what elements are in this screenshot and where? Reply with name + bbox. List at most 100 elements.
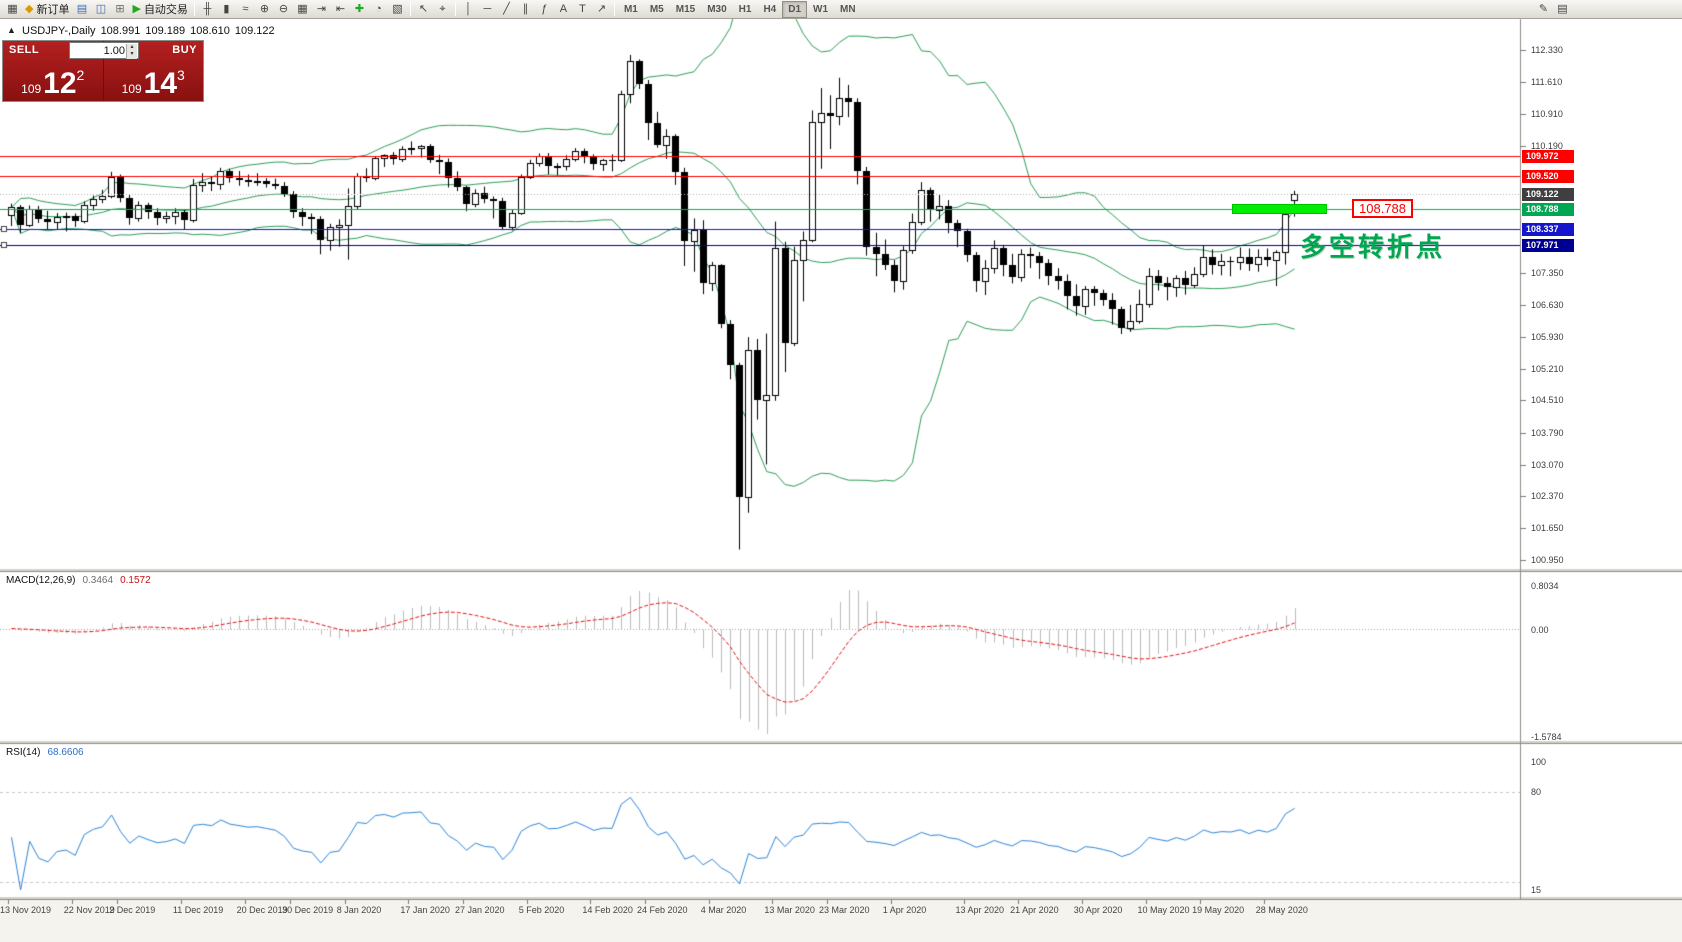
volume-input[interactable]: 1.00 ▴ ▾: [69, 42, 139, 59]
new-chart-button[interactable]: ▦: [3, 1, 22, 18]
annotation-text[interactable]: 多空转折点: [1300, 231, 1446, 262]
timeframe-w1[interactable]: W1: [813, 3, 829, 15]
time-axis[interactable]: 13 Nov 2019 22 Nov 2019 2 Dec 2019 11 Dec 2…: [0, 905, 1520, 921]
fibonacci-button[interactable]: ƒ: [535, 1, 554, 18]
price-scale[interactable]: 112.330 111.610 110.910 110.190 107.350 106.6…: [1522, 19, 1682, 900]
navigator-icon: ⊞: [115, 2, 125, 15]
buy-price-pips: 14: [143, 67, 178, 100]
data-window-icon: ◫: [95, 2, 107, 15]
text-label-icon: T: [579, 2, 586, 15]
macd-indicator-label: MACD(12,26,9) 0.3464 0.1572: [6, 575, 151, 586]
macd-scale-zero: 0.00: [1531, 624, 1549, 635]
date-label: 13 Nov 2019: [0, 905, 52, 915]
volume-up-icon[interactable]: ▴: [130, 44, 134, 50]
price-tick: 104.510: [1531, 395, 1564, 406]
price-tick: 105.210: [1531, 363, 1564, 374]
price-tick: 112.330: [1531, 45, 1563, 55]
indicators-icon: ✚: [354, 2, 365, 15]
candlestick-chart-button[interactable]: ▮: [217, 1, 236, 18]
hline-price-tag: 107.971: [1522, 239, 1574, 253]
chart-shift-icon: ⇤: [335, 2, 346, 15]
text-button[interactable]: A: [554, 1, 573, 18]
sell-label: SELL: [9, 44, 40, 56]
text-label-button[interactable]: T: [573, 1, 592, 18]
horizontal-line-icon: ─: [483, 2, 492, 15]
date-label: 27 Jan 2020: [455, 905, 505, 915]
trendline-button[interactable]: ╱: [497, 1, 516, 18]
volume-down-icon[interactable]: ▾: [130, 51, 134, 57]
auto-trading-button[interactable]: ▶ 自动交易: [129, 1, 190, 18]
symbol-period-label: USDJPY-,Daily: [22, 25, 96, 37]
one-click-trading-panel: SELL 109122 BUY 109143 1.00 ▴ ▾: [2, 40, 204, 102]
volume-spinner[interactable]: ▴ ▾: [126, 44, 137, 59]
data-window-button[interactable]: ◫: [91, 1, 110, 18]
price-tick: 105.930: [1531, 331, 1564, 342]
date-label: 1 Apr 2020: [882, 905, 927, 915]
auto-trading-icon: ▶: [132, 2, 141, 15]
chart-shift-button[interactable]: ⇤: [331, 1, 350, 18]
current-price-tag: 109.122: [1522, 187, 1574, 201]
date-label: 2 Dec 2019: [109, 905, 156, 915]
price-level-label[interactable]: 108.788: [1352, 198, 1413, 218]
horizontal-line-button[interactable]: ─: [478, 1, 497, 18]
price-tick: 101.650: [1531, 523, 1564, 534]
trendline-icon: ╱: [503, 2, 510, 15]
crosshair-button[interactable]: ⌖: [433, 1, 452, 18]
fibonacci-icon: ƒ: [541, 2, 548, 15]
price-tick: 106.630: [1531, 300, 1564, 311]
pencil-icon: ✎: [1538, 2, 1549, 15]
navigator-button[interactable]: ⊞: [110, 1, 129, 18]
periods-button[interactable]: ◔: [369, 1, 388, 18]
timeframe-m5[interactable]: M5: [649, 3, 664, 15]
new-order-icon: ◆: [25, 2, 34, 15]
bar-chart-button[interactable]: ╫: [198, 1, 217, 18]
price-tick: 103.790: [1531, 427, 1564, 438]
date-label: 13 Mar 2020: [764, 905, 815, 915]
date-label: 14 Feb 2020: [582, 905, 633, 915]
date-label: 20 Dec 2019: [236, 905, 288, 915]
date-label: 5 Feb 2020: [518, 905, 565, 915]
highlight-bar-object[interactable]: [1232, 203, 1327, 214]
date-label: 11 Dec 2019: [172, 905, 224, 915]
rsi-indicator-label: RSI(14) 68.6606: [6, 747, 84, 758]
arrows-button[interactable]: ↗: [592, 1, 611, 18]
timeframe-mn[interactable]: MN: [840, 3, 856, 15]
sell-price-big-figure: 109: [21, 82, 42, 96]
open-value: 108.991: [100, 25, 141, 37]
indicators-button[interactable]: ✚: [350, 1, 369, 18]
price-tick: 103.070: [1531, 459, 1564, 470]
new-order-button[interactable]: ◆ 新订单: [22, 1, 72, 18]
market-watch-button[interactable]: ▤: [72, 1, 91, 18]
zoom-in-icon: ⊕: [259, 2, 270, 15]
zoom-in-button[interactable]: ⊕: [255, 1, 274, 18]
templates-button[interactable]: ▧: [388, 1, 407, 18]
timeframe-h4[interactable]: H4: [763, 3, 777, 15]
notes-button[interactable]: ▤: [1553, 1, 1572, 18]
crosshair-icon: ⌖: [439, 2, 446, 15]
vertical-line-button[interactable]: │: [459, 1, 478, 18]
pencil-button[interactable]: ✎: [1534, 1, 1553, 18]
price-tick: 110.190: [1531, 140, 1563, 151]
tile-windows-button[interactable]: ▦: [293, 1, 312, 18]
rsi-scale-label: 80: [1531, 787, 1542, 798]
equidistant-channel-button[interactable]: ∥: [516, 1, 535, 18]
zoom-out-button[interactable]: ⊖: [274, 1, 293, 18]
timeframe-m1[interactable]: M1: [623, 3, 638, 15]
timeframe-m15[interactable]: M15: [675, 3, 696, 15]
timeframe-h1[interactable]: H1: [738, 3, 752, 15]
timeframe-d1[interactable]: D1: [782, 0, 808, 18]
line-chart-button[interactable]: ≈: [236, 1, 255, 18]
macd-name: MACD(12,26,9): [6, 575, 76, 586]
auto-scroll-icon: ⇥: [316, 2, 327, 15]
periods-icon: ◔: [375, 2, 382, 15]
timeframe-m30[interactable]: M30: [707, 3, 727, 15]
market-watch-icon: ▤: [76, 2, 88, 15]
cursor-button[interactable]: ↖: [414, 1, 433, 18]
rsi-value: 68.6606: [47, 747, 84, 758]
price-tick: 102.370: [1531, 491, 1564, 502]
auto-scroll-button[interactable]: ⇥: [312, 1, 331, 18]
buy-price: 109143: [104, 67, 204, 100]
price-tick: 107.350: [1531, 268, 1564, 279]
